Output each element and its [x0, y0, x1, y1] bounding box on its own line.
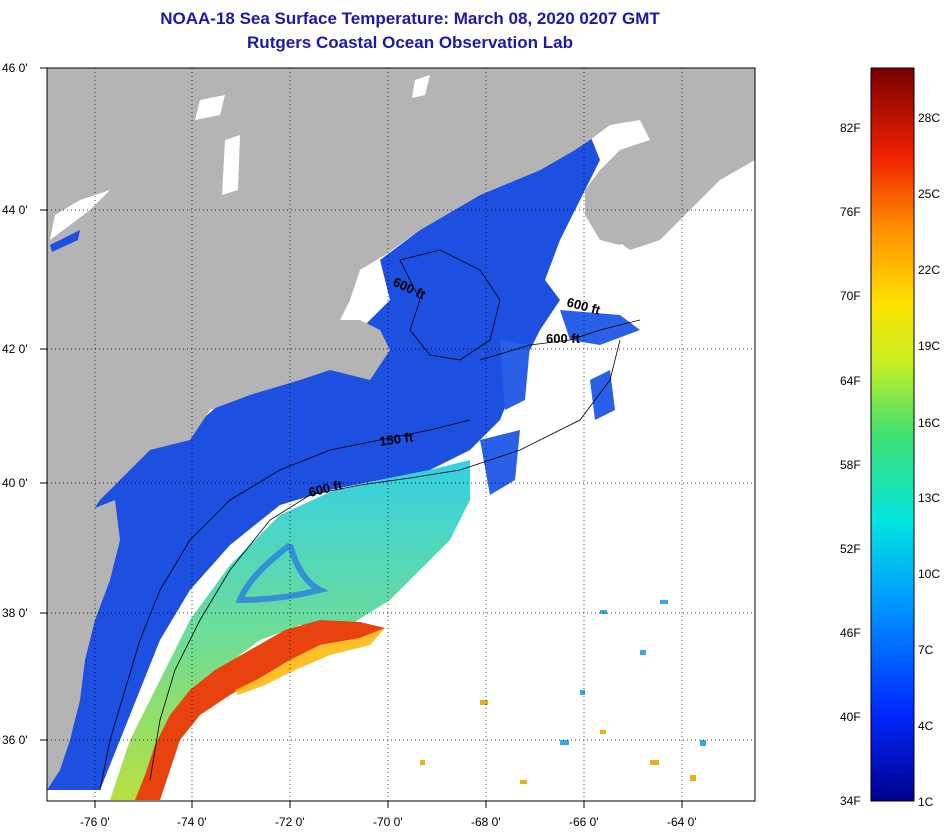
- contour-150ft: [99, 419, 471, 791]
- lon-label: -74 0': [177, 815, 207, 829]
- cold-water-patches-east: [480, 310, 640, 495]
- colorbar-c-label: 19C: [918, 339, 940, 353]
- land-nova-scotia: [600, 125, 755, 250]
- colorbar-c-label: 4C: [918, 719, 934, 733]
- colorbar-f-label: 40F: [840, 710, 861, 724]
- lon-label: -70 0': [373, 815, 403, 829]
- cold-eddy-streak: [235, 542, 329, 604]
- map-frame: [46, 67, 756, 802]
- lat-label: 38 0': [2, 606, 28, 620]
- colorbar-c-label: 1C: [918, 795, 934, 809]
- lat-label: 46 0': [2, 61, 28, 75]
- colorbar-c-label: 10C: [918, 567, 940, 581]
- contour-label: 600 ft: [546, 331, 581, 346]
- colorbar-c-label: 28C: [918, 111, 940, 125]
- slope-water: [110, 460, 470, 800]
- colorbar-f-label: 46F: [840, 626, 861, 640]
- colorbar-f-label: 52F: [840, 542, 861, 556]
- axis-ticks: [40, 67, 683, 808]
- contour-600ft-shelf-break: [149, 339, 621, 781]
- colorbar-c-label: 16C: [918, 416, 940, 430]
- colorbar-f-label: 34F: [840, 794, 861, 808]
- lon-label: -66 0': [569, 815, 599, 829]
- colorbar-c-label: 13C: [918, 491, 940, 505]
- map-title: NOAA-18 Sea Surface Temperature: March 0…: [160, 9, 660, 28]
- lon-label: -68 0': [471, 815, 501, 829]
- lon-label: -72 0': [275, 815, 305, 829]
- lake-ontario-cold: [50, 230, 80, 252]
- colorbar-f-label: 64F: [840, 374, 861, 388]
- colorbar-gradient: [870, 67, 915, 802]
- contour-gulf-of-maine: [399, 249, 501, 361]
- colorbar-f-label: 76F: [840, 205, 861, 219]
- colorbar-c-label: 25C: [918, 187, 940, 201]
- contour-label: 150 ft: [378, 429, 414, 449]
- colorbar-f-label: 82F: [840, 121, 861, 135]
- map-subtitle: Rutgers Coastal Ocean Observation Lab: [247, 33, 573, 52]
- lon-label: -76 0': [80, 815, 110, 829]
- colorbar-c-label: 22C: [918, 263, 940, 277]
- colorbar-f-label: 70F: [840, 289, 861, 303]
- lat-label: 44 0': [2, 203, 28, 217]
- gulf-stream-edge: [235, 628, 385, 695]
- colorbar-c-label: 7C: [918, 643, 934, 657]
- lat-label: 36 0': [2, 733, 28, 747]
- cool-data-specks: [560, 600, 706, 746]
- cold-shelf-water: [47, 135, 600, 790]
- colorbar-f-label: 58F: [840, 458, 861, 472]
- lon-label: -64 0': [667, 815, 697, 829]
- lat-label: 42 0': [2, 342, 28, 356]
- warm-data-specks: [420, 700, 696, 784]
- contour-georges-bank: [479, 319, 641, 361]
- land-mass-delmarva: [47, 500, 120, 790]
- lat-label: 40 0': [2, 476, 28, 490]
